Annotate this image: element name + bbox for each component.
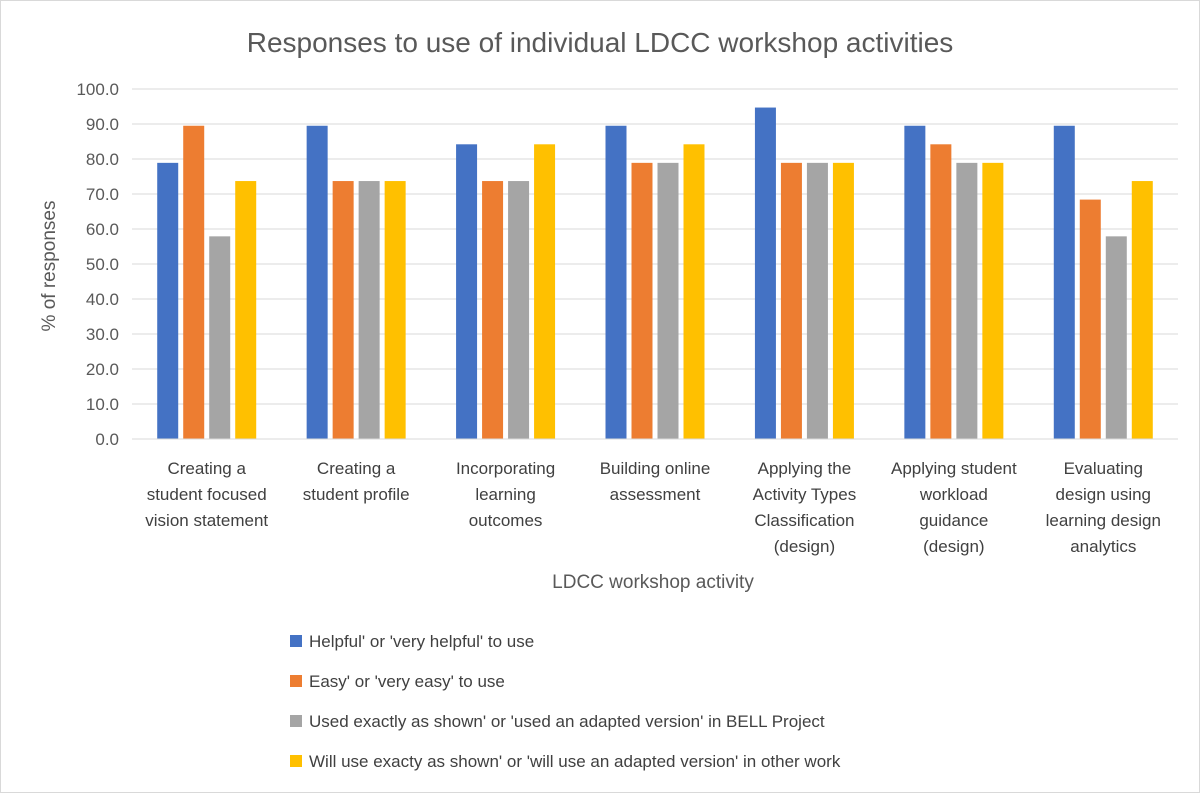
x-axis-categories: Creating a student focused vision statemen… (145, 459, 1161, 556)
x-category-line: design using (1056, 485, 1151, 504)
y-tick-label: 70.0 (86, 185, 119, 204)
legend-label: Helpful' or 'very helpful' to use (309, 632, 534, 651)
bar (806, 162, 828, 439)
bars (157, 107, 1153, 440)
bar (657, 162, 679, 439)
x-category-label: Applying student workload guidance (design) (891, 459, 1017, 556)
x-category-line: Creating a (317, 459, 396, 478)
y-tick-label: 50.0 (86, 255, 119, 274)
bar (832, 162, 854, 439)
y-axis-ticks: 0.0 10.0 20.0 30.0 40.0 50.0 60.0 70.0 80.0 90.0 1… (76, 80, 119, 449)
y-tick-label: 90.0 (86, 115, 119, 134)
x-category-line: student focused (147, 485, 267, 504)
bar (982, 162, 1004, 439)
x-category-label: Building online assessment (600, 459, 711, 504)
x-category-line: Activity Types (753, 485, 857, 504)
x-category-line: (design) (923, 537, 984, 556)
x-category-label: Creating a student profile (303, 459, 410, 504)
x-category-line: Applying student (891, 459, 1017, 478)
x-category-line: Applying the (758, 459, 852, 478)
x-category-line: learning design (1046, 511, 1161, 530)
x-category-label: Applying the Activity Types Classification… (753, 459, 857, 556)
bar (605, 125, 627, 439)
bar (306, 125, 328, 439)
y-tick-label: 30.0 (86, 325, 119, 344)
legend-label: Easy' or 'very easy' to use (309, 672, 505, 691)
bar (183, 125, 205, 439)
y-tick-label: 10.0 (86, 395, 119, 414)
bar (209, 236, 231, 439)
x-category-line: analytics (1070, 537, 1136, 556)
x-category-label: Evaluating design using learning design ana… (1046, 459, 1161, 556)
bar (1053, 125, 1075, 439)
bar (754, 107, 776, 440)
x-category-line: student profile (303, 485, 410, 504)
bar (904, 125, 926, 439)
chart-title: Responses to use of individual LDCC work… (247, 27, 954, 58)
bar (358, 181, 380, 440)
bar (235, 181, 257, 440)
legend-entry: Will use exacty as shown' or 'will use a… (290, 752, 841, 771)
legend: Helpful' or 'very helpful' to use Easy' o… (290, 632, 841, 771)
x-category-line: outcomes (469, 511, 543, 530)
y-tick-label: 0.0 (95, 430, 119, 449)
y-tick-label: 20.0 (86, 360, 119, 379)
x-category-line: Building online (600, 459, 711, 478)
y-tick-label: 60.0 (86, 220, 119, 239)
bar (157, 162, 179, 439)
legend-swatch (290, 635, 302, 647)
x-category-line: (design) (774, 537, 835, 556)
bar (456, 144, 478, 440)
y-tick-label: 100.0 (76, 80, 119, 99)
y-axis-title: % of responses (39, 201, 60, 332)
x-category-line: Classification (754, 511, 854, 530)
bar (1131, 181, 1153, 440)
x-category-line: guidance (919, 511, 988, 530)
x-category-line: Creating a (167, 459, 246, 478)
bar (482, 181, 504, 440)
legend-label: Will use exacty as shown' or 'will use a… (309, 752, 841, 771)
bar (1105, 236, 1127, 439)
legend-entry: Easy' or 'very easy' to use (290, 672, 505, 691)
gridlines (132, 88, 1178, 405)
y-tick-label: 80.0 (86, 150, 119, 169)
x-category-label: Incorporating learning outcomes (456, 459, 555, 530)
x-category-line: vision statement (145, 511, 268, 530)
bar (534, 144, 556, 440)
bar (956, 162, 978, 439)
bar (683, 144, 705, 440)
x-category-line: workload (919, 485, 988, 504)
bar (930, 144, 952, 440)
bar (508, 181, 530, 440)
legend-swatch (290, 755, 302, 767)
bar (332, 181, 354, 440)
y-tick-label: 40.0 (86, 290, 119, 309)
x-category-line: Incorporating (456, 459, 555, 478)
x-category-line: assessment (610, 485, 701, 504)
bar (780, 162, 802, 439)
x-category-label: Creating a student focused vision statemen… (145, 459, 268, 530)
legend-entry: Helpful' or 'very helpful' to use (290, 632, 534, 651)
bar (384, 181, 406, 440)
x-category-line: learning (475, 485, 536, 504)
legend-label: Used exactly as shown' or 'used an adapt… (309, 712, 825, 731)
bar (631, 162, 653, 439)
x-axis-title: LDCC workshop activity (552, 572, 754, 593)
legend-swatch (290, 675, 302, 687)
bar (1079, 199, 1101, 439)
legend-entry: Used exactly as shown' or 'used an adapt… (290, 712, 825, 731)
legend-swatch (290, 715, 302, 727)
x-category-line: Evaluating (1064, 459, 1143, 478)
